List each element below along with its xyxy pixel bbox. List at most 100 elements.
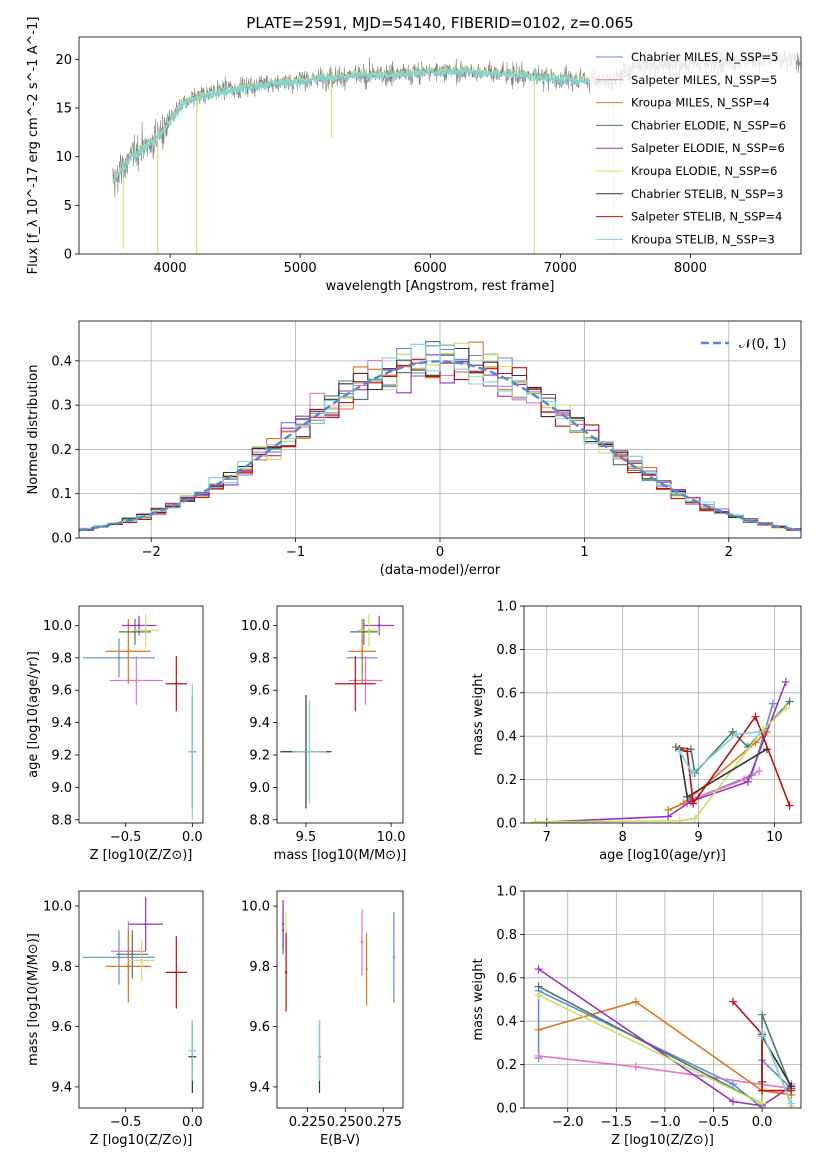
y-tick-label: 0.2 [51,443,72,458]
weight-marker [534,1025,543,1034]
y-tick-label: 0.3 [51,399,72,414]
y-tick-label: 9.6 [249,1020,270,1035]
axes-mass_vs_ebv: 0.225 0.250 0.275 9.4 9.6 9.8 10.0 E(B-V) [241,890,404,1148]
x-tick-label: −2.0 [552,1115,584,1130]
weight-marker [728,997,737,1006]
y-tick-label: 9.4 [51,716,72,731]
x-axis-label: Z [log10(Z/Z⊙)] [90,1133,193,1148]
weight-marker [531,817,540,823]
weight-marker [785,697,794,706]
axes-frame [523,605,802,824]
x-tick-label: 10 [766,830,783,845]
y-tick-label: 0.8 [496,643,517,658]
histogram-series [79,343,801,530]
x-tick-label: −0.5 [110,830,142,845]
weight-series [667,731,768,811]
x-tick-label: −0.5 [698,1115,730,1130]
legend-box [590,45,796,253]
axes-massweight_vs_age: 7 8 9 10 0.0 0.2 0.4 0.6 0.8 1.0 age [log10(age/yr… [471,600,802,863]
y-tick-label: 9.6 [51,684,72,699]
x-axis-label: mass [log10(M/M⊙)] [274,848,407,863]
weight-marker [675,816,684,823]
plot-area [524,606,801,823]
plot-area [524,891,801,1108]
weight-marker [781,677,790,686]
weight-series [538,968,792,1107]
weight-marker [683,747,692,756]
weight-marker [728,1080,737,1089]
data-point [131,953,134,956]
y-tick-label: 8.8 [51,813,72,828]
y-tick-label: 9.6 [249,684,270,699]
x-tick-label: 5000 [284,261,317,276]
axes-frame [276,605,404,824]
data-point [308,750,311,753]
data-point [354,682,357,685]
y-axis-label: Normed distribution [26,365,41,495]
x-tick-label: 0 [436,545,444,560]
x-tick-label: 6000 [414,261,447,276]
y-tick-label: 1.0 [496,885,517,900]
weight-marker [785,801,794,810]
weight-marker [664,812,673,821]
weight-marker [683,792,692,801]
x-tick-label: 9.5 [296,830,317,845]
weight-marker [631,997,640,1006]
x-tick-label: 0.225 [289,1115,326,1130]
y-tick-label: 9.6 [51,1020,72,1035]
x-tick-label: 0.250 [327,1115,364,1130]
y-tick-label: 0.0 [51,532,72,547]
axes-age_vs_Z: −0.5 0.0 8.8 9.0 9.2 9.4 9.6 9.8 10.0 Z [log10(Z/… [26,605,204,863]
x-tick-label: −1.5 [601,1115,633,1130]
y-tick-label: 20 [55,53,72,68]
x-tick-label: 10.0 [377,830,406,845]
weight-series [732,1001,792,1092]
x-axis-label: (data-model)/error [380,563,501,578]
x-tick-label: −0.5 [110,1115,142,1130]
y-tick-label: 0.0 [496,817,517,832]
data-point [127,650,130,653]
y-tick-label: 0.8 [496,928,517,943]
axes-massweight_vs_Z: −2.0 −1.5 −1.0 −0.5 0.0 0.0 0.2 0.4 0.6 0.8 1.0 Z [… [471,885,802,1148]
x-tick-label: 7 [543,830,551,845]
weight-marker [675,747,684,756]
x-tick-label: 8000 [674,261,707,276]
y-tick-label: 9.8 [51,651,72,666]
weight-marker [787,1099,796,1108]
axes-frame [78,36,802,255]
weight-marker [758,1010,767,1019]
y-tick-label: 9.8 [51,960,72,975]
x-tick-label: 7000 [544,261,577,276]
y-axis-label: mass weight [471,673,486,755]
data-point [318,1049,321,1052]
legend-entry: Chabrier MILES, N_SSP=5 [631,50,778,64]
weight-marker [728,1097,737,1106]
legend-entry: 𝒩(0, 1) [739,337,786,352]
weight-marker [688,769,697,778]
data-point [392,956,396,959]
figure-title: PLATE=2591, MJD=54140, FIBERID=0102, z=0… [246,14,633,32]
x-tick-label: 0.0 [752,1115,773,1130]
y-tick-label: 9.2 [249,748,270,763]
y-tick-label: 9.0 [51,781,72,796]
weight-marker [755,766,764,775]
y-tick-label: 0.4 [51,354,72,369]
y-tick-label: 0.4 [496,730,517,745]
y-tick-label: 0 [64,248,72,263]
y-tick-label: 0.6 [496,686,517,701]
weight-marker [787,1086,796,1095]
plot-area [79,321,801,538]
axes-frame [78,605,204,824]
y-tick-label: 0.2 [496,773,517,788]
legend-entry: Chabrier ELODIE, N_SSP=6 [631,118,786,132]
weight-marker [534,991,543,1000]
y-tick-label: 0.1 [51,487,72,502]
y-tick-label: 0.6 [496,971,517,986]
data-point [117,656,121,660]
legend-entry: Kroupa MILES, N_SSP=4 [631,96,770,110]
weight-marker [743,777,752,786]
data-point [144,629,147,632]
plot-area [280,614,395,809]
data-point [135,679,138,682]
